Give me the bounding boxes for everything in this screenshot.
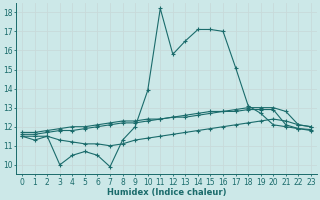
X-axis label: Humidex (Indice chaleur): Humidex (Indice chaleur) xyxy=(107,188,226,197)
